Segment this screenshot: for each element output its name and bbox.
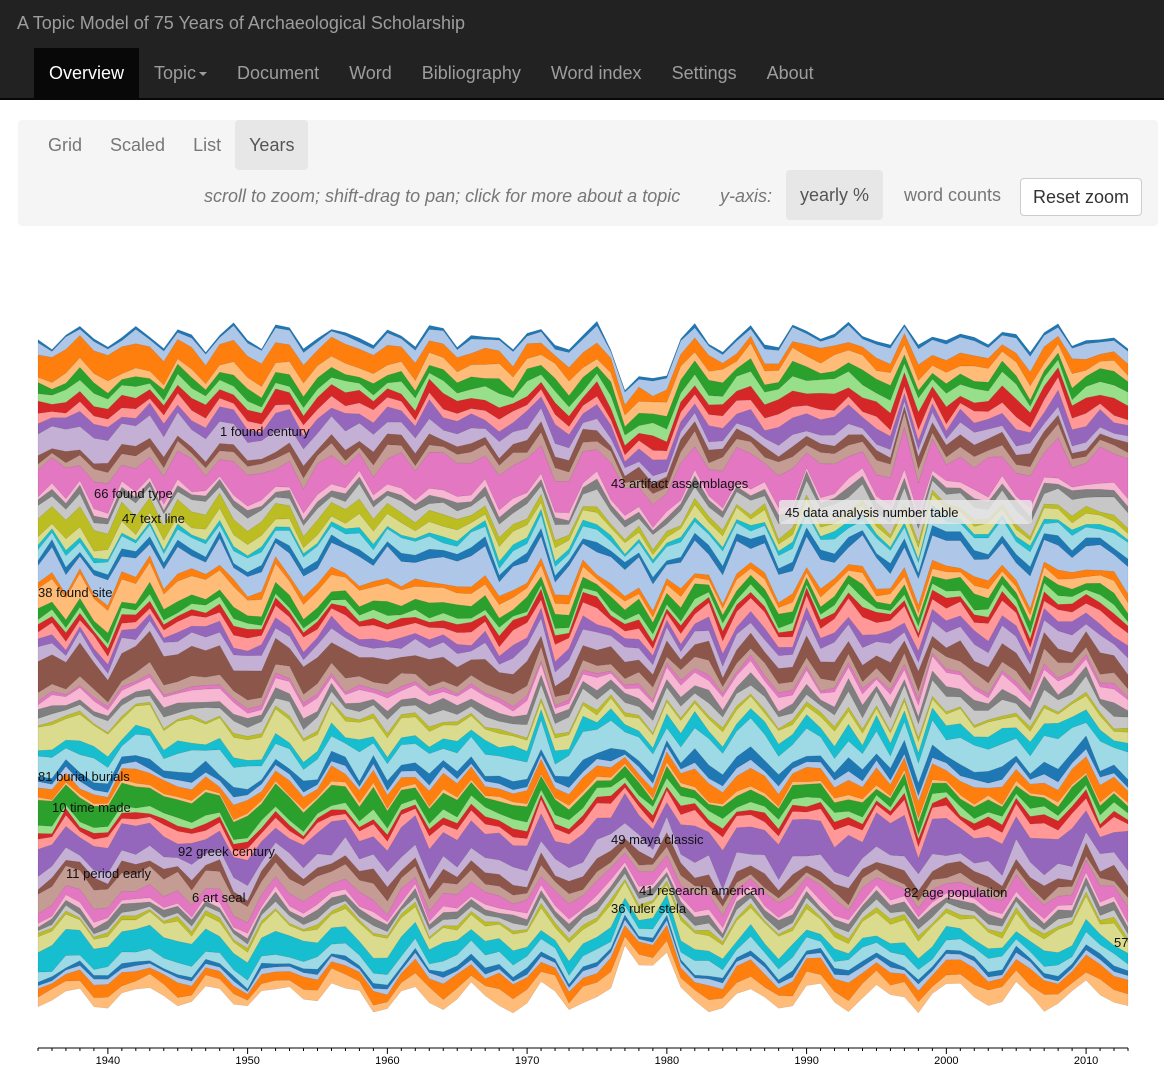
topic-label[interactable]: 92 greek century xyxy=(178,844,275,859)
nav-about[interactable]: About xyxy=(766,63,814,83)
x-tick-label: 1950 xyxy=(235,1055,259,1067)
x-tick-label: 1940 xyxy=(96,1055,120,1067)
nav-overview[interactable]: Overview xyxy=(34,48,140,98)
caret-down-icon xyxy=(199,72,208,77)
overview-controls: Grid Scaled List Years scroll to zoom; s… xyxy=(18,120,1158,226)
nav-topic-label: Topic xyxy=(154,63,197,83)
topic-label[interactable]: 43 artifact assemblages xyxy=(611,476,749,491)
topic-labels: 1 found century 66 found type 47 text line… xyxy=(38,424,1128,950)
nav-word-index[interactable]: Word index xyxy=(550,63,642,83)
nav-bibliography[interactable]: Bibliography xyxy=(421,63,521,83)
topic-label[interactable]: 11 period early xyxy=(66,866,152,881)
topic-label[interactable]: 66 found type xyxy=(94,486,173,501)
x-tick-label: 1980 xyxy=(655,1055,679,1067)
topic-label[interactable]: 82 age population xyxy=(904,885,1007,900)
topic-label[interactable]: 49 maya classic xyxy=(611,832,704,847)
x-tick-label: 1970 xyxy=(515,1055,539,1067)
tab-years[interactable]: Years xyxy=(235,120,309,170)
nav-document[interactable]: Document xyxy=(237,63,320,83)
topic-label[interactable]: 6 art seal xyxy=(192,890,246,905)
topic-label[interactable]: 1 found century xyxy=(220,424,310,439)
topic-label[interactable]: 36 ruler stela xyxy=(611,901,687,916)
navbar: A Topic Model of 75 Years of Archaeologi… xyxy=(0,0,1164,100)
topic-label[interactable]: 10 time made xyxy=(52,800,131,815)
topic-layer[interactable] xyxy=(37,936,1129,1014)
tab-list[interactable]: List xyxy=(193,135,222,155)
x-tick-label: 2000 xyxy=(934,1055,958,1067)
topic-label[interactable]: 81 burial burials xyxy=(38,769,130,784)
topic-label[interactable]: 47 text line xyxy=(122,511,185,526)
topic-streamgraph[interactable]: 1 found century 66 found type 47 text line… xyxy=(0,240,1164,1078)
tab-grid[interactable]: Grid xyxy=(48,135,83,155)
nav-settings[interactable]: Settings xyxy=(671,63,737,83)
app-title: A Topic Model of 75 Years of Archaeologi… xyxy=(17,13,465,33)
view-tabs: Grid Scaled List Years xyxy=(34,120,309,170)
x-tick-label: 2010 xyxy=(1074,1055,1098,1067)
tab-scaled[interactable]: Scaled xyxy=(110,135,166,155)
topic-label[interactable]: 38 found site xyxy=(38,585,112,600)
reset-zoom-button[interactable]: Reset zoom xyxy=(1020,178,1142,216)
zoom-hint: scroll to zoom; shift-drag to pan; click… xyxy=(204,186,681,206)
x-tick-label: 1990 xyxy=(794,1055,818,1067)
topic-layers[interactable] xyxy=(37,320,1129,1014)
yaxis-word-counts[interactable]: word counts xyxy=(904,185,1002,205)
x-tick-label: 1960 xyxy=(375,1055,399,1067)
yaxis-yearly-percent[interactable]: yearly % xyxy=(786,170,884,220)
topic-label[interactable]: 41 research american xyxy=(639,883,765,898)
nav-word[interactable]: Word xyxy=(349,63,392,83)
main-nav: Overview Topic Document Word Bibliograph… xyxy=(34,48,829,98)
topic-label[interactable]: 45 data analysis number table xyxy=(785,505,958,520)
x-axis: 1940 1950 1960 1970 1980 1990 2000 2010 xyxy=(37,1047,1129,1067)
topic-label[interactable]: 57 xyxy=(1114,935,1128,950)
nav-topic-dropdown[interactable]: Topic xyxy=(139,48,222,98)
highlight-box xyxy=(779,500,1032,524)
yaxis-label: y-axis: xyxy=(720,186,773,206)
